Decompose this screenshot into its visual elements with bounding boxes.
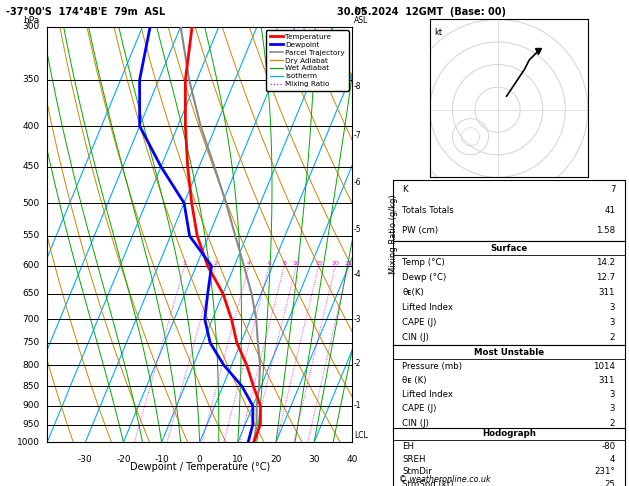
Text: 2: 2 bbox=[213, 261, 218, 266]
Text: 10: 10 bbox=[292, 261, 300, 266]
Text: -8: -8 bbox=[353, 82, 361, 91]
Text: Surface: Surface bbox=[490, 243, 528, 253]
Text: 750: 750 bbox=[22, 338, 40, 347]
Text: StmDir: StmDir bbox=[403, 468, 432, 476]
Text: -80: -80 bbox=[601, 442, 615, 451]
Text: 2: 2 bbox=[610, 333, 615, 342]
Text: -2: -2 bbox=[353, 359, 361, 367]
Text: 3: 3 bbox=[610, 303, 615, 312]
Text: 311: 311 bbox=[599, 288, 615, 297]
Text: -10: -10 bbox=[154, 455, 169, 464]
Text: 10: 10 bbox=[232, 455, 243, 464]
Text: 8: 8 bbox=[282, 261, 286, 266]
Text: CIN (J): CIN (J) bbox=[403, 418, 429, 428]
Text: 4: 4 bbox=[247, 261, 250, 266]
Text: PW (cm): PW (cm) bbox=[403, 226, 438, 235]
Text: 231°: 231° bbox=[594, 468, 615, 476]
Text: 1014: 1014 bbox=[593, 362, 615, 371]
Text: CAPE (J): CAPE (J) bbox=[403, 318, 437, 327]
Text: 500: 500 bbox=[22, 199, 40, 208]
Text: K: K bbox=[403, 186, 408, 194]
Text: km
ASL: km ASL bbox=[353, 6, 368, 25]
Text: 400: 400 bbox=[23, 122, 40, 131]
Text: 950: 950 bbox=[22, 420, 40, 429]
Text: Temp (°C): Temp (°C) bbox=[403, 259, 445, 267]
Text: -7: -7 bbox=[353, 131, 362, 140]
Text: 300: 300 bbox=[22, 22, 40, 31]
Text: Lifted Index: Lifted Index bbox=[403, 390, 454, 399]
Text: 6: 6 bbox=[267, 261, 271, 266]
Text: 850: 850 bbox=[22, 382, 40, 391]
Text: 30.05.2024  12GMT  (Base: 00): 30.05.2024 12GMT (Base: 00) bbox=[337, 7, 506, 17]
Text: Most Unstable: Most Unstable bbox=[474, 347, 544, 357]
Text: hPa: hPa bbox=[23, 16, 40, 25]
Text: 7: 7 bbox=[610, 186, 615, 194]
Text: 3: 3 bbox=[610, 318, 615, 327]
Text: CAPE (J): CAPE (J) bbox=[403, 404, 437, 414]
Text: -3: -3 bbox=[353, 315, 362, 324]
Text: 3: 3 bbox=[610, 404, 615, 414]
Text: © weatheronline.co.uk: © weatheronline.co.uk bbox=[399, 474, 491, 484]
Text: Hodograph: Hodograph bbox=[482, 430, 536, 438]
Text: 1000: 1000 bbox=[16, 438, 40, 447]
Text: 4: 4 bbox=[610, 455, 615, 464]
Text: LCL: LCL bbox=[353, 432, 367, 440]
Text: kt: kt bbox=[435, 29, 443, 37]
Text: Mixing Ratio (g/kg): Mixing Ratio (g/kg) bbox=[389, 195, 398, 274]
Text: 900: 900 bbox=[22, 401, 40, 410]
Text: Pressure (mb): Pressure (mb) bbox=[403, 362, 462, 371]
Text: 0: 0 bbox=[197, 455, 203, 464]
Text: StmSpd (kt): StmSpd (kt) bbox=[403, 480, 454, 486]
Text: 40: 40 bbox=[347, 455, 358, 464]
Text: 14.2: 14.2 bbox=[596, 259, 615, 267]
Text: 600: 600 bbox=[22, 261, 40, 270]
Text: -4: -4 bbox=[353, 270, 362, 279]
Text: Lifted Index: Lifted Index bbox=[403, 303, 454, 312]
Text: -20: -20 bbox=[116, 455, 131, 464]
Text: 20: 20 bbox=[331, 261, 339, 266]
Text: 20: 20 bbox=[270, 455, 282, 464]
X-axis label: Dewpoint / Temperature (°C): Dewpoint / Temperature (°C) bbox=[130, 462, 270, 472]
Text: 2: 2 bbox=[610, 418, 615, 428]
Text: -37°00'S  174°4B'E  79m  ASL: -37°00'S 174°4B'E 79m ASL bbox=[6, 7, 165, 17]
Text: 550: 550 bbox=[22, 231, 40, 241]
Text: 12.7: 12.7 bbox=[596, 274, 615, 282]
Text: 311: 311 bbox=[599, 376, 615, 385]
Text: -5: -5 bbox=[353, 225, 362, 234]
Text: θᴇ(K): θᴇ(K) bbox=[403, 288, 424, 297]
Text: Totals Totals: Totals Totals bbox=[403, 206, 454, 215]
Text: 1.58: 1.58 bbox=[596, 226, 615, 235]
Text: EH: EH bbox=[403, 442, 415, 451]
Text: -6: -6 bbox=[353, 178, 362, 188]
Text: Dewp (°C): Dewp (°C) bbox=[403, 274, 447, 282]
Text: 41: 41 bbox=[604, 206, 615, 215]
Text: 15: 15 bbox=[315, 261, 323, 266]
Text: 25: 25 bbox=[344, 261, 352, 266]
Text: 1: 1 bbox=[182, 261, 187, 266]
Text: CIN (J): CIN (J) bbox=[403, 333, 429, 342]
Text: -1: -1 bbox=[353, 401, 361, 410]
Legend: Temperature, Dewpoint, Parcel Trajectory, Dry Adiabat, Wet Adiabat, Isotherm, Mi: Temperature, Dewpoint, Parcel Trajectory… bbox=[266, 30, 348, 91]
Text: 800: 800 bbox=[22, 361, 40, 370]
Text: θᴇ (K): θᴇ (K) bbox=[403, 376, 427, 385]
Text: 25: 25 bbox=[604, 480, 615, 486]
Text: 30: 30 bbox=[308, 455, 320, 464]
Text: 700: 700 bbox=[22, 314, 40, 324]
Text: 450: 450 bbox=[23, 162, 40, 171]
Text: SREH: SREH bbox=[403, 455, 426, 464]
Text: 350: 350 bbox=[22, 75, 40, 85]
Text: -30: -30 bbox=[78, 455, 92, 464]
Text: 3: 3 bbox=[610, 390, 615, 399]
Text: 650: 650 bbox=[22, 289, 40, 298]
